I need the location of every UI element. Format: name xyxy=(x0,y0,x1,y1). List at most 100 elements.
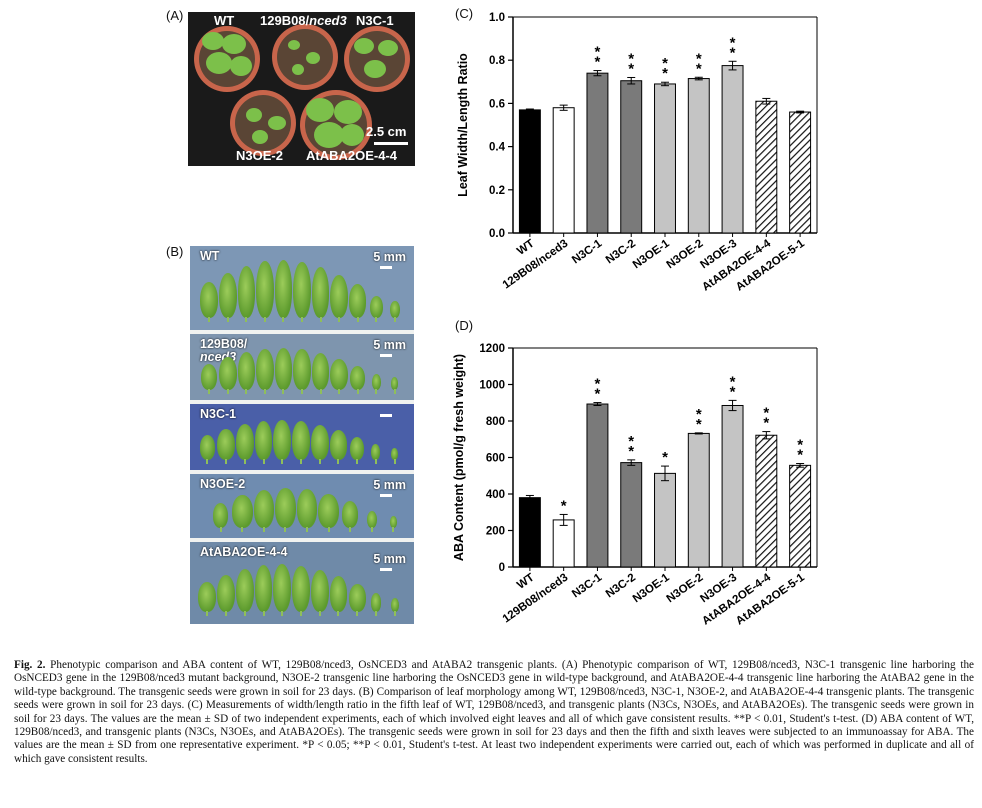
y-tick-label: 0.2 xyxy=(489,185,505,197)
significance-mark: * xyxy=(628,443,634,460)
leaf-stem xyxy=(245,317,248,322)
category-label: 129B08/nced3 xyxy=(501,238,571,292)
leaf-stem xyxy=(262,459,265,464)
photo-a-label-n3oe2: N3OE-2 xyxy=(236,148,283,163)
leaf-strip-n3oe2: N3OE-2 5 mm xyxy=(190,474,414,538)
leaf-stem xyxy=(262,611,265,616)
leaf xyxy=(292,565,310,612)
leaf-stem xyxy=(301,389,303,394)
photo-a-label-wt: WT xyxy=(214,13,235,28)
leaf-stem xyxy=(318,459,321,464)
significance-mark: * xyxy=(730,34,736,51)
bar xyxy=(518,109,541,234)
leaf xyxy=(217,428,235,460)
significance-mark: * xyxy=(763,415,769,432)
leaf-stem xyxy=(337,459,340,464)
y-tick-label: 0.0 xyxy=(489,228,505,240)
leaf xyxy=(350,365,366,390)
y-tick-label: 0 xyxy=(499,562,505,574)
photo-a-scale-bar xyxy=(374,142,408,145)
leaf-stem xyxy=(356,611,359,616)
significance-mark: * xyxy=(763,405,769,422)
leaf-stem xyxy=(245,389,248,394)
category-label: N3OE-1 xyxy=(631,571,672,605)
leaf xyxy=(318,494,339,528)
leaf xyxy=(311,353,330,390)
leaf-stem xyxy=(337,611,340,616)
leaf xyxy=(201,364,218,390)
significance-mark: * xyxy=(628,60,634,77)
leaf xyxy=(330,358,348,390)
category-label: N3C-1 xyxy=(570,571,605,600)
significance-mark: * xyxy=(696,50,702,67)
significance-mark: * xyxy=(696,60,702,77)
photo-a-label-ataba2oe: AtABA2OE-4-4 xyxy=(306,148,398,163)
y-tick-label: 0.4 xyxy=(489,142,506,154)
bar xyxy=(687,78,710,234)
leaf xyxy=(369,295,383,318)
significance-mark: * xyxy=(561,497,567,514)
leaf-strip-n3c1: N3C-1 xyxy=(190,404,414,470)
category-label: N3OE-2 xyxy=(665,238,706,272)
leaf-stem xyxy=(338,389,341,394)
scale-bar xyxy=(380,494,392,497)
leaf-stem xyxy=(356,317,359,322)
significance-mark: * xyxy=(595,54,601,71)
leaf-stem xyxy=(319,389,322,394)
y-tick-label: 0.6 xyxy=(489,98,505,110)
leaf xyxy=(390,597,399,612)
leaf-stem xyxy=(319,317,322,322)
significance-mark: * xyxy=(730,383,736,400)
bar xyxy=(721,65,744,234)
category-label: N3OE-1 xyxy=(631,237,672,271)
significance-mark: * xyxy=(595,44,601,61)
bar xyxy=(789,464,812,568)
y-tick-label: 1000 xyxy=(479,380,505,392)
leaf-stem xyxy=(262,527,265,532)
significance-mark: * xyxy=(595,386,601,403)
panel-label-c: (C) xyxy=(455,6,474,21)
leaf xyxy=(389,300,400,318)
leaf xyxy=(329,430,348,460)
leaf xyxy=(274,260,293,318)
leaf-stem xyxy=(206,459,209,464)
leaf-stem xyxy=(243,459,246,464)
bar xyxy=(654,83,676,234)
leaf-stem xyxy=(219,527,222,532)
chart-d-aba-content: 0 200 400 600 800 1000 1200 ABA Content (pmol/g… xyxy=(452,343,818,628)
leaf-stem xyxy=(374,459,377,464)
y-tick-label: 200 xyxy=(486,526,505,538)
leaf xyxy=(389,516,397,528)
leaf xyxy=(292,421,310,460)
leaf-stem xyxy=(370,527,373,532)
significance-mark: * xyxy=(595,376,601,393)
leaf-stem xyxy=(375,389,378,394)
leaf-stem xyxy=(208,317,211,322)
leaf xyxy=(235,423,254,460)
panel-label-d: (D) xyxy=(455,318,474,333)
leaf-stem xyxy=(392,527,395,532)
leaf xyxy=(219,357,237,390)
leaf-stem xyxy=(393,389,396,394)
leaf-stem xyxy=(241,527,244,532)
leaf-stem xyxy=(243,611,246,616)
leaf xyxy=(275,488,296,528)
leaf xyxy=(296,489,318,528)
leaf-stem xyxy=(226,317,229,322)
leaf-stem xyxy=(284,527,287,532)
leaf xyxy=(273,564,292,612)
leaf-stem xyxy=(338,317,341,322)
significance-mark: * xyxy=(797,447,803,464)
leaf xyxy=(310,569,329,612)
leaf-stem xyxy=(306,527,308,532)
leaf-stem xyxy=(349,527,352,532)
category-label: WT xyxy=(515,238,537,258)
strip-label: N3OE-2 xyxy=(200,477,246,491)
photo-a-label-n3c1: N3C-1 xyxy=(356,13,394,28)
bar xyxy=(620,462,643,568)
leaf-stem xyxy=(318,611,321,616)
bar xyxy=(687,432,710,568)
scale-bar xyxy=(380,354,392,357)
significance-mark: * xyxy=(662,55,668,72)
significance-mark: * xyxy=(696,416,702,433)
